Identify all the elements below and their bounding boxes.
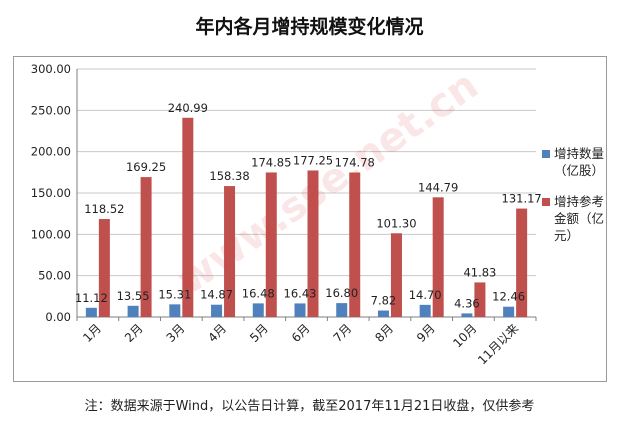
bar-amount [516,208,528,317]
y-tick-label: 300.00 [31,62,71,76]
data-label-amount: 240.99 [168,101,208,115]
x-tick-label: 6月 [289,321,313,345]
bar-amount [390,233,402,317]
bar-amount [182,117,194,317]
bar-shares [419,304,431,317]
data-label-shares: 4.36 [454,296,480,310]
bar-shares [169,304,181,317]
data-label-shares: 16.80 [325,286,358,300]
x-tick-label: 3月 [164,321,188,345]
bar-amount [98,219,110,317]
data-label-shares: 14.70 [409,288,442,302]
chart-title: 年内各月增持规模变化情况 [195,16,424,38]
data-label-shares: 12.46 [492,290,525,304]
legend: 增持数量（亿股） 增持参考金额（亿元） [542,145,612,258]
legend-item-amount: 增持参考金额（亿元） [542,193,612,244]
source-note: 注：数据来源于Wind，以公告日计算，截至2017年11月21日收盘，仅供参考 [84,399,535,414]
x-tick-label: 11月以来 [475,321,521,367]
y-tick-label: 50.00 [38,269,71,283]
data-label-shares: 13.55 [117,289,150,303]
data-label-amount: 131.17 [502,192,542,206]
data-label-amount: 118.52 [84,202,124,216]
x-tick-label: 7月 [331,321,355,345]
data-label-shares: 16.43 [284,286,317,300]
bar-shares [85,307,97,317]
legend-swatch-shares [542,150,550,158]
legend-label-amount: 增持参考金额（亿元） [554,194,605,243]
data-label-shares: 7.82 [371,294,397,308]
x-tick-label: 8月 [372,321,396,345]
legend-item-shares: 增持数量（亿股） [542,145,612,179]
data-label-amount: 158.38 [209,169,249,183]
legend-swatch-amount [542,198,550,206]
y-tick-label: 250.00 [31,103,71,117]
bar-amount [474,282,486,317]
data-label-amount: 174.85 [251,155,291,169]
bar-amount [432,197,444,317]
data-label-amount: 144.79 [418,180,458,194]
data-label-amount: 169.25 [126,160,166,174]
y-tick-label: 0.00 [45,310,71,324]
bar-shares [211,304,223,317]
bar-amount [140,177,152,317]
data-label-shares: 11.12 [75,291,108,305]
y-tick-label: 100.00 [31,227,71,241]
bar-shares [336,303,348,317]
x-tick-label: 5月 [247,321,271,345]
data-label-amount: 174.78 [335,156,375,170]
data-label-shares: 15.31 [158,287,191,301]
bar-amount [307,170,319,317]
data-label-shares: 16.48 [242,286,275,300]
bar-shares [461,313,473,317]
y-tick-label: 150.00 [31,186,71,200]
x-tick-label: 2月 [122,321,146,345]
y-tick-label: 200.00 [31,145,71,159]
x-tick-label: 9月 [414,321,438,345]
x-tick-label: 10月 [450,321,479,350]
legend-label-shares: 增持数量（亿股） [554,146,605,178]
bar-amount [265,172,277,317]
bar-shares [377,310,389,317]
bar-amount [224,186,236,317]
x-tick-label: 4月 [205,321,229,345]
bar-shares [503,306,515,317]
data-label-shares: 14.87 [200,288,233,302]
bar-shares [252,303,264,317]
bar-shares [127,305,139,317]
x-tick-label: 1月 [80,321,104,345]
bar-amount [349,172,361,317]
data-label-amount: 101.30 [376,216,416,230]
bar-shares [294,303,306,317]
data-label-amount: 41.83 [463,265,496,279]
data-label-amount: 177.25 [293,153,333,167]
